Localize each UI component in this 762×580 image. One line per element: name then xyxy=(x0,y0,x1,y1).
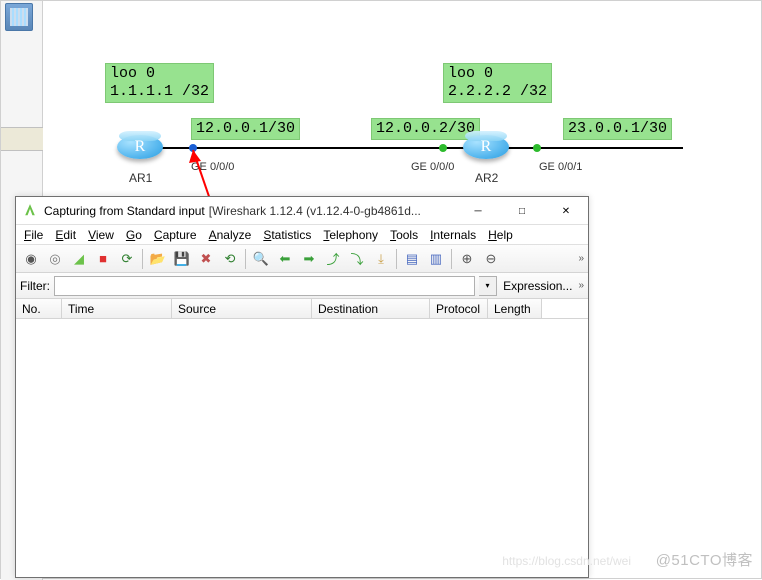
packet-list-body[interactable] xyxy=(16,319,588,577)
interfaces-icon[interactable]: ◉ xyxy=(20,248,42,270)
menu-analyze[interactable]: Analyze xyxy=(205,228,256,242)
menu-view[interactable]: View xyxy=(84,228,118,242)
column-source[interactable]: Source xyxy=(172,299,312,318)
menu-tools[interactable]: Tools xyxy=(386,228,422,242)
filter-expression-button[interactable]: Expression... xyxy=(501,279,574,293)
find-icon[interactable]: 🔍 xyxy=(250,248,272,270)
window-minimize-button[interactable]: ─ xyxy=(456,197,500,225)
colorize-icon[interactable]: ▤ xyxy=(401,248,423,270)
column-destination[interactable]: Destination xyxy=(312,299,430,318)
menu-go[interactable]: Go xyxy=(122,228,146,242)
column-length[interactable]: Length xyxy=(488,299,542,318)
jump-icon[interactable]: ⤴ xyxy=(322,248,344,270)
window-maximize-button[interactable]: □ xyxy=(500,197,544,225)
menu-telephony[interactable]: Telephony xyxy=(319,228,382,242)
menu-edit[interactable]: Edit xyxy=(51,228,80,242)
menu-internals[interactable]: Internals xyxy=(426,228,480,242)
wireshark-window: Capturing from Standard input [Wireshark… xyxy=(15,196,589,578)
column-protocol[interactable]: Protocol xyxy=(430,299,488,318)
goto-icon[interactable]: ⤵ xyxy=(346,248,368,270)
wireshark-app-icon xyxy=(22,203,38,219)
toolbar-separator xyxy=(396,249,397,269)
last-icon[interactable]: ⤓ xyxy=(370,248,392,270)
menu-file[interactable]: File xyxy=(20,228,47,242)
filterbar-overflow-icon[interactable]: » xyxy=(578,280,584,291)
watermark: @51CTO博客 xyxy=(656,549,753,570)
fwd-icon[interactable]: ➡ xyxy=(298,248,320,270)
wireshark-title-version: [Wireshark 1.12.4 (v1.12.4-0-gb4861d... xyxy=(209,204,456,218)
save-icon[interactable]: 💾 xyxy=(171,248,193,270)
wireshark-toolbar: ◉◎◢■⟳ 📂💾✖⟲ 🔍⬅➡⤴⤵⤓ ▤▥ ⊕⊖ » xyxy=(16,245,588,273)
column-time[interactable]: Time xyxy=(62,299,172,318)
zoomin-icon[interactable]: ⊕ xyxy=(456,248,478,270)
wireshark-filterbar: Filter: ▾ Expression... » xyxy=(16,273,588,299)
toolbar-separator xyxy=(451,249,452,269)
toolbar-separator xyxy=(142,249,143,269)
filter-dropdown-icon[interactable]: ▾ xyxy=(479,276,497,296)
options-icon[interactable]: ◎ xyxy=(44,248,66,270)
menu-help[interactable]: Help xyxy=(484,228,517,242)
stop-icon[interactable]: ■ xyxy=(92,248,114,270)
toolbar-separator xyxy=(245,249,246,269)
watermark-url: https://blog.csdn.net/wei xyxy=(502,554,631,568)
close-icon[interactable]: ✖ xyxy=(195,248,217,270)
autoscroll-icon[interactable]: ▥ xyxy=(425,248,447,270)
start-icon[interactable]: ◢ xyxy=(68,248,90,270)
toolbar-overflow-icon[interactable]: » xyxy=(578,253,584,264)
reload-icon[interactable]: ⟲ xyxy=(219,248,241,270)
zoomout-icon[interactable]: ⊖ xyxy=(480,248,502,270)
restart-icon[interactable]: ⟳ xyxy=(116,248,138,270)
wireshark-titlebar[interactable]: Capturing from Standard input [Wireshark… xyxy=(16,197,588,225)
packet-list-header: No.TimeSourceDestinationProtocolLength xyxy=(16,299,588,319)
wireshark-menubar: File Edit View Go Capture AnalyzeStatistics Te… xyxy=(16,225,588,245)
filter-label: Filter: xyxy=(20,279,50,293)
wireshark-title-prefix: Capturing from Standard input xyxy=(44,204,205,218)
back-icon[interactable]: ⬅ xyxy=(274,248,296,270)
menu-capture[interactable]: Capture xyxy=(150,228,201,242)
open-icon[interactable]: 📂 xyxy=(147,248,169,270)
column-no[interactable]: No. xyxy=(16,299,62,318)
menu-statistics[interactable]: Statistics xyxy=(259,228,315,242)
filter-input[interactable] xyxy=(54,276,475,296)
window-close-button[interactable]: ✕ xyxy=(544,197,588,225)
